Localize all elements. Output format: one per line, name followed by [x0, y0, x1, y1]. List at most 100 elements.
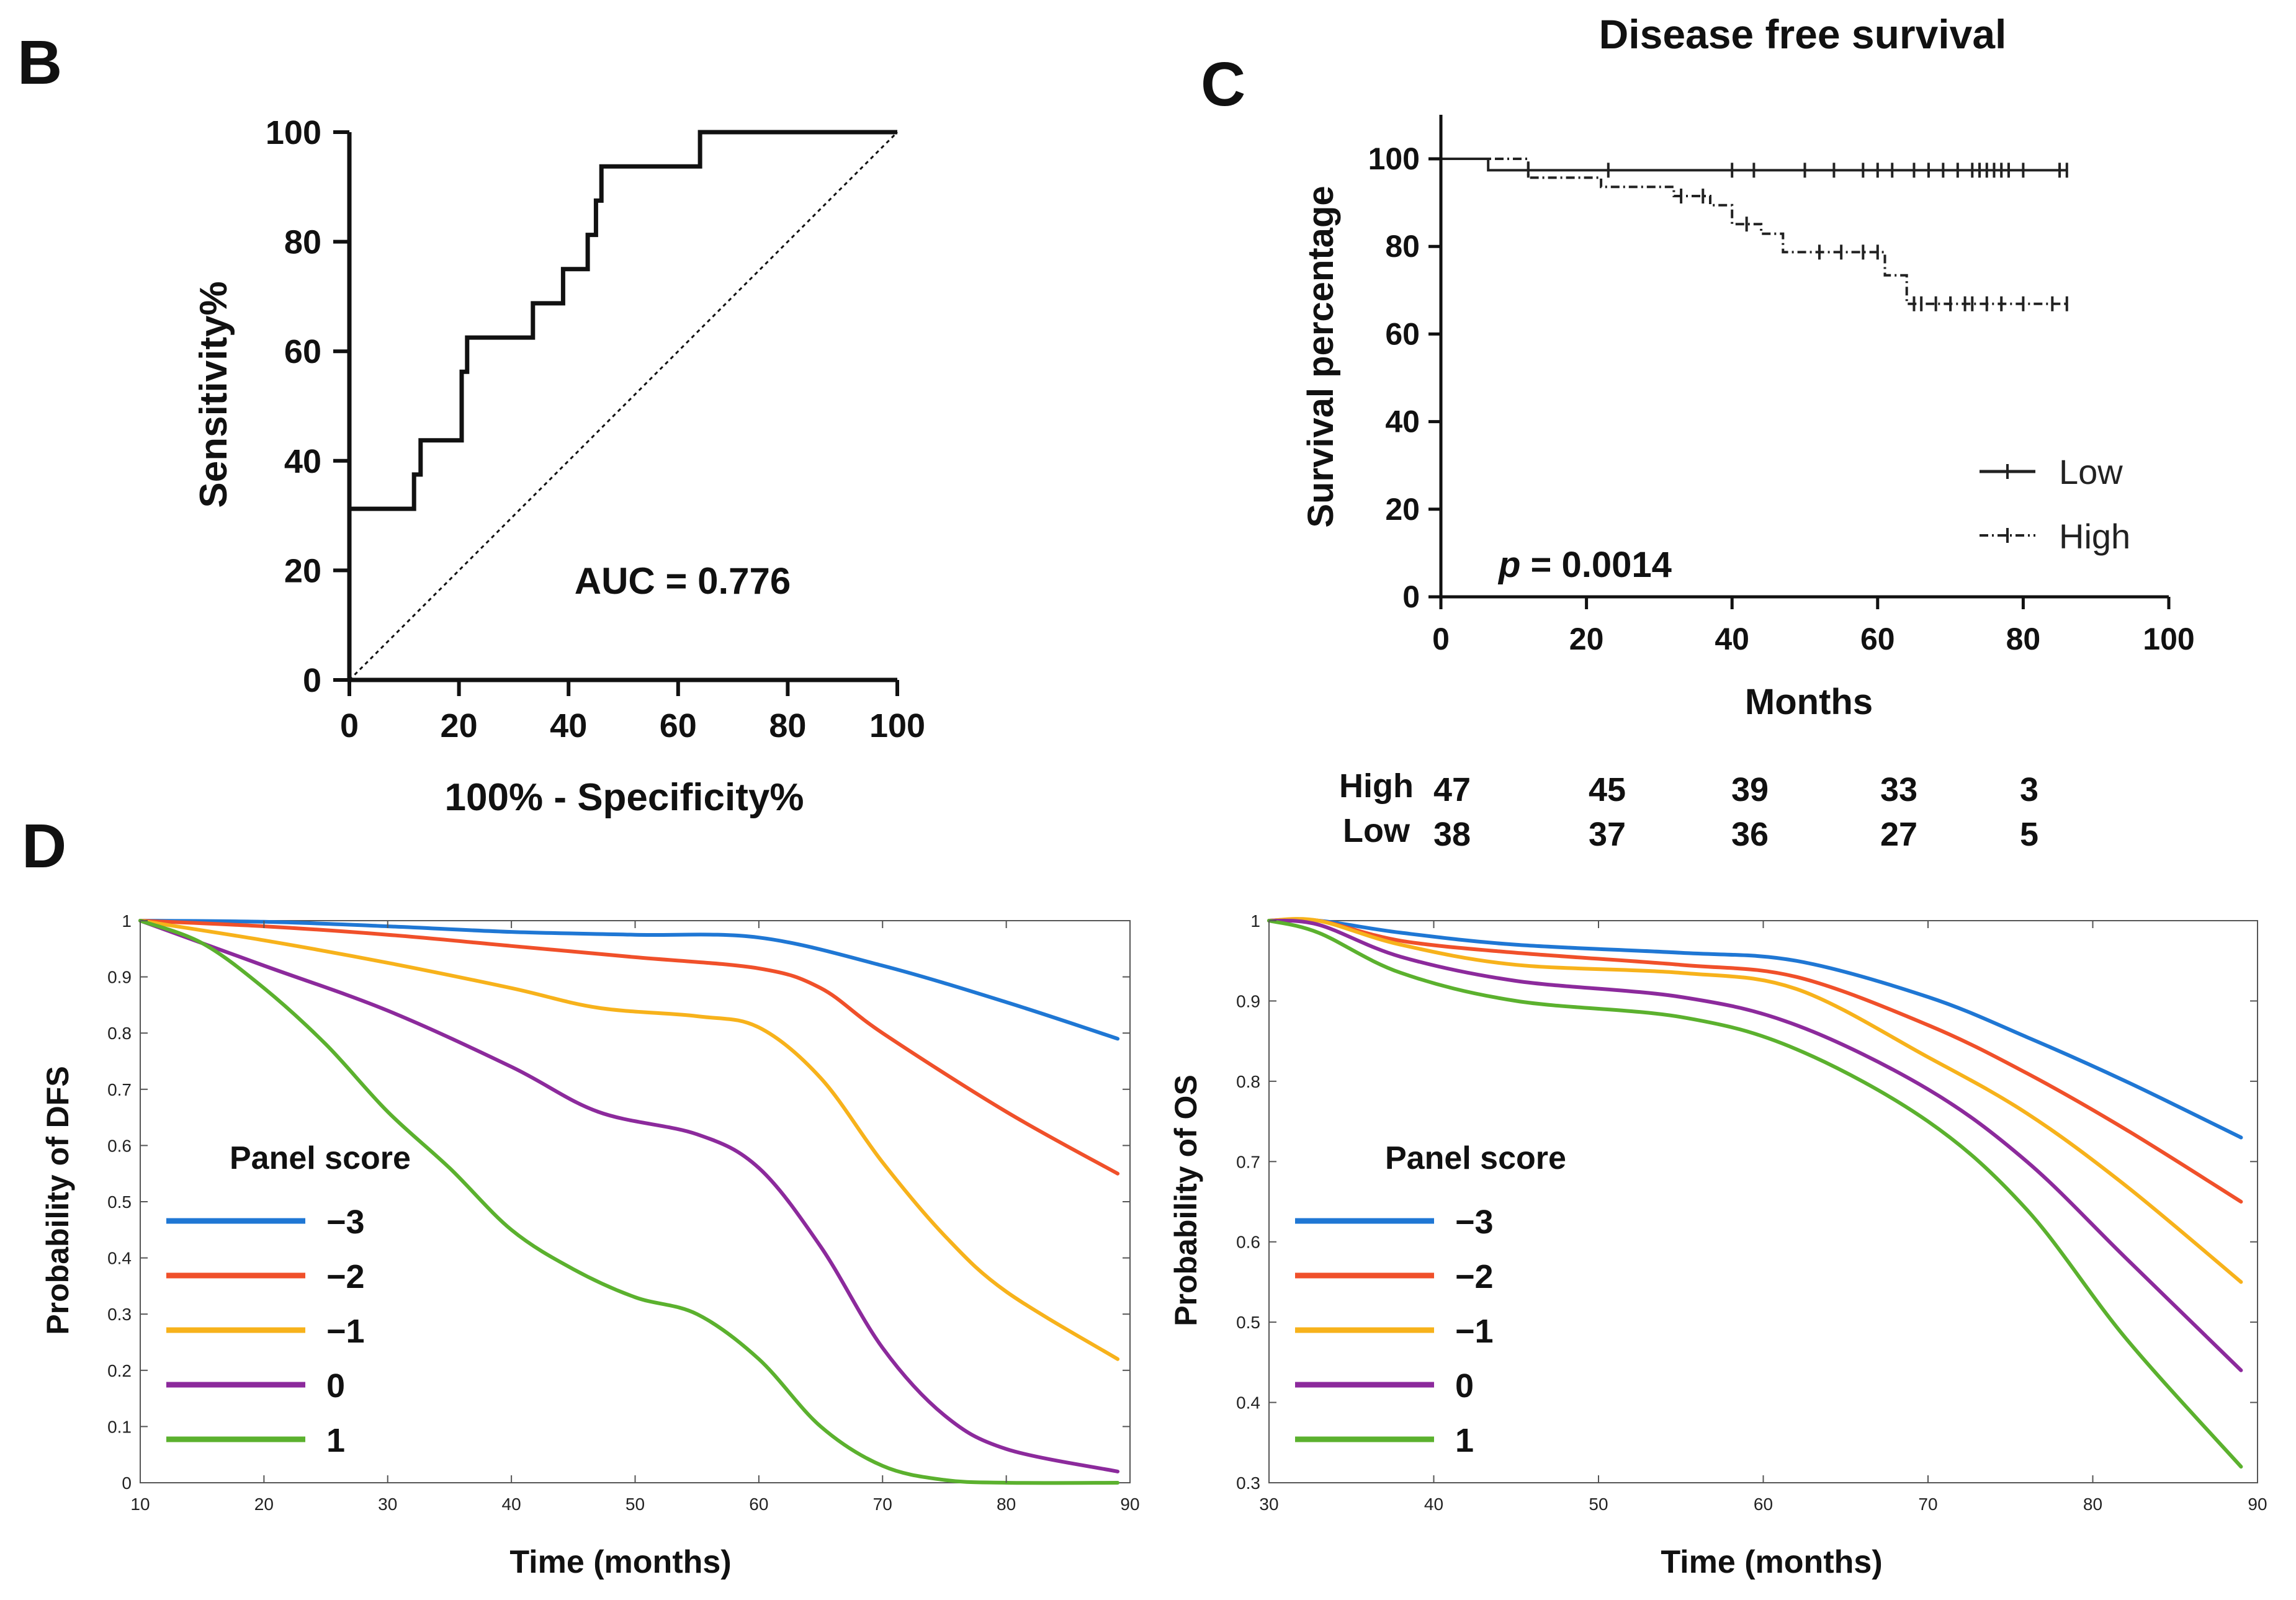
roc-x-tick-label: 100: [869, 707, 925, 744]
dfs-legend-title: Panel score: [230, 1140, 411, 1176]
km-y-tick-label: 60: [1385, 316, 1420, 351]
roc-y-tick-label: 20: [284, 552, 321, 589]
os-curve-score-1: [1267, 917, 2243, 1204]
risk-table-cell: 38: [1433, 816, 1471, 853]
roc-y-tick-label: 40: [284, 443, 321, 480]
os-legend-label: −2: [1455, 1258, 1494, 1295]
os-x-axis-title: Time (months): [1661, 1544, 1882, 1580]
os-y-tick-label: 0.5: [1236, 1313, 1260, 1332]
os-x-tick-label: 40: [1424, 1495, 1443, 1514]
dfs-legend-label: 1: [326, 1422, 345, 1459]
dfs-x-tick-label: 80: [997, 1495, 1016, 1514]
dfs-x-tick-label: 40: [502, 1495, 521, 1514]
risk-table-cell: 5: [2020, 816, 2038, 853]
km-x-tick-label: 20: [1569, 622, 1604, 656]
dfs-y-tick-label: 0.2: [107, 1361, 132, 1380]
roc-auc-annotation: AUC = 0.776: [575, 560, 791, 602]
km-p-symbol: p: [1497, 545, 1520, 585]
dfs-x-tick-label: 50: [626, 1495, 645, 1514]
roc-y-tick-label: 80: [284, 224, 321, 261]
roc-y-axis-title: Sensitivity%: [192, 281, 235, 507]
os-curve-score-0: [1267, 918, 2243, 1140]
dfs-curve-score-1: [138, 919, 1120, 1176]
km-y-tick-label: 40: [1385, 404, 1420, 439]
risk-table-cell: 37: [1589, 816, 1626, 853]
roc-curve: [347, 130, 897, 680]
os-y-tick-label: 0.9: [1236, 991, 1260, 1011]
os-x-tick-label: 70: [1918, 1495, 1937, 1514]
roc-x-tick-label: 0: [340, 707, 359, 744]
os-y-tick-label: 0.7: [1236, 1152, 1260, 1171]
dfs-y-tick-label: 0.3: [107, 1305, 132, 1324]
roc-y-tick-label: 100: [266, 114, 321, 151]
os-y-tick-label: 0.3: [1236, 1473, 1260, 1493]
dfs-y-tick-label: 0.5: [107, 1192, 132, 1212]
os-y-tick-label: 0.8: [1236, 1072, 1260, 1091]
dfs-x-tick-label: 60: [749, 1495, 768, 1514]
os-y-axis-title: Probability of OS: [1168, 1075, 1203, 1326]
km-x-axis-title: Months: [1745, 682, 1873, 722]
dfs-legend-label: −1: [326, 1313, 365, 1350]
dfs-x-tick-label: 10: [130, 1495, 150, 1514]
risk-table-cell: 39: [1731, 771, 1769, 808]
os-x-tick-label: 60: [1754, 1495, 1773, 1514]
dfs-y-tick-label: 0: [122, 1473, 132, 1493]
km-legend-high-label: High: [2059, 517, 2130, 556]
risk-table-cell: 45: [1589, 771, 1626, 808]
km-x-tick-label: 100: [2143, 622, 2194, 656]
km-x-tick-label: 40: [1715, 622, 1749, 656]
km-y-tick-label: 100: [1368, 141, 1420, 176]
dfs-curve-score-2: [138, 919, 1120, 1361]
os-legend-label: 1: [1455, 1422, 1474, 1459]
os-x-tick-label: 30: [1259, 1495, 1278, 1514]
dfs-y-tick-label: 0.9: [107, 968, 132, 987]
km-title: Disease free survival: [1599, 11, 2007, 57]
dfs-legend-label: −3: [326, 1204, 365, 1241]
dfs-x-tick-label: 20: [254, 1495, 274, 1514]
roc-x-tick-label: 80: [769, 707, 806, 744]
km-y-axis-title: Survival percentage: [1301, 185, 1341, 527]
dfs-x-tick-label: 90: [1120, 1495, 1139, 1514]
os-chart: 30 40 50 60 70 80 90 0.3 0.4 0.5 0.6 0.7 0.8 0.9 1 Tim…: [1168, 911, 2267, 1580]
dfs-y-tick-label: 0.8: [107, 1024, 132, 1043]
os-legend-label: −1: [1455, 1313, 1494, 1350]
dfs-legend-label: −2: [326, 1258, 365, 1295]
dfs-plot-frame: [140, 920, 1131, 1483]
risk-table-cell: 36: [1731, 816, 1769, 853]
os-x-tick-label: 90: [2248, 1495, 2267, 1514]
dfs-curve-score-3: [138, 919, 1120, 1473]
roc-x-tick-label: 20: [441, 707, 478, 744]
risk-table-row-label: High: [1339, 767, 1414, 805]
km-x-tick-label: 80: [2006, 622, 2041, 656]
roc-reference-diagonal: [348, 131, 899, 681]
os-y-tick-label: 0.4: [1236, 1393, 1260, 1413]
dfs-y-tick-label: 0.1: [107, 1417, 132, 1436]
dfs-curve-score-0: [138, 919, 1120, 1041]
roc-y-tick-label: 60: [284, 333, 321, 370]
dfs-curve-score-4: [138, 919, 1120, 1485]
dfs-x-tick-label: 30: [378, 1495, 397, 1514]
risk-table-cell: 27: [1880, 816, 1917, 853]
os-legend-label: −3: [1455, 1204, 1494, 1241]
roc-x-tick-label: 40: [550, 707, 587, 744]
km-x-tick-label: 60: [1860, 622, 1895, 656]
km-y-tick-label: 80: [1385, 229, 1420, 264]
roc-chart: 0 20 40 60 80 100 0 20 40 60 80 100 AUC = 0.776 100…: [192, 114, 925, 819]
km-y-tick-label: 20: [1385, 492, 1420, 527]
os-curve-score-3: [1267, 918, 2243, 1372]
roc-x-tick-label: 60: [660, 707, 697, 744]
panel-letter-c: C: [1201, 50, 1245, 119]
panel-letter-d: D: [22, 811, 66, 881]
risk-table-cell: 33: [1880, 771, 1917, 808]
dfs-legend-label: 0: [326, 1367, 345, 1405]
dfs-x-tick-label: 70: [873, 1495, 892, 1514]
dfs-chart: 10 20 30 40 50 60 70 80 9000.10.20.30.40.50.60.7…: [40, 911, 1140, 1580]
os-plot-frame: [1268, 920, 2258, 1483]
roc-x-axis-title: 100% - Specificity%: [445, 776, 804, 819]
os-y-tick-label: 1: [1250, 911, 1260, 931]
os-curve-score-2: [1267, 917, 2243, 1284]
risk-table-row-label: Low: [1343, 812, 1410, 849]
dfs-y-tick-label: 1: [122, 911, 132, 931]
